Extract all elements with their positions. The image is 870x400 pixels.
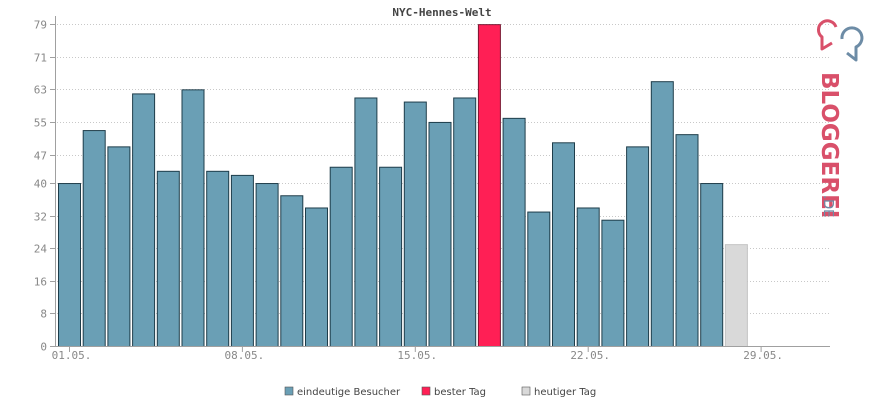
bloggerei-logo-wordmark: BLOGGEREI — [816, 72, 842, 218]
x-tick-label: 01.05. — [52, 349, 92, 362]
y-tick-label: 16 — [34, 276, 47, 289]
x-tick-label: 29.05. — [743, 349, 783, 362]
bar — [58, 183, 81, 347]
axes — [55, 16, 830, 347]
bar — [626, 146, 650, 347]
bar — [724, 244, 748, 347]
y-tick-label: 55 — [34, 117, 47, 130]
y-tick-label: 8 — [40, 308, 47, 321]
bar — [329, 166, 353, 347]
bloggerei-logo-suffix: .DE — [820, 195, 835, 217]
legend-label: heutiger Tag — [534, 387, 596, 398]
bar — [477, 24, 501, 347]
bar — [255, 183, 279, 347]
bar — [650, 81, 674, 348]
y-tick-labels: 0 8 16 24 32 40 47 55 63 71 79 — [34, 19, 48, 354]
bar — [354, 97, 378, 348]
bar — [280, 195, 304, 347]
bar — [156, 170, 180, 347]
y-tick-label: 32 — [34, 211, 47, 224]
bar — [428, 121, 452, 348]
legend-swatch — [421, 386, 431, 396]
bar — [107, 146, 131, 347]
chart-title: NYC-Hennes-Welt — [392, 6, 491, 19]
y-tick-label: 79 — [34, 19, 47, 32]
bars — [58, 24, 748, 348]
y-tick-label: 71 — [34, 52, 47, 65]
x-tick-label: 08.05. — [225, 349, 265, 362]
y-tick-label: 47 — [34, 150, 47, 163]
y-tick-label: 40 — [34, 178, 47, 191]
bar — [132, 93, 156, 347]
bar — [576, 207, 600, 347]
gridlines — [50, 24, 830, 347]
bar — [601, 219, 625, 347]
x-tick-labels: 01.05. 08.05. 15.05. 22.05. 29.05. — [52, 347, 783, 362]
legend: eindeutige Besucher bester Tag heutiger Ta… — [284, 386, 596, 398]
legend-swatch — [521, 386, 531, 396]
bloggerei-logo: BLOGGEREI .DE — [816, 19, 864, 218]
bar — [502, 117, 526, 347]
bloggerei-logo-mark — [817, 19, 864, 62]
bar — [181, 89, 205, 347]
bar — [675, 134, 699, 347]
bar — [527, 211, 551, 347]
bar — [403, 101, 427, 347]
bar — [552, 142, 575, 347]
x-tick-label: 15.05. — [397, 349, 437, 362]
bar — [453, 97, 477, 348]
y-tick-label: 0 — [40, 341, 47, 354]
y-tick-label: 24 — [34, 243, 48, 256]
bar — [206, 170, 230, 347]
legend-swatch — [284, 386, 294, 396]
legend-label: eindeutige Besucher — [297, 387, 401, 398]
bar — [82, 130, 106, 347]
bar — [230, 174, 254, 347]
bar — [305, 207, 328, 347]
y-tick-label: 63 — [34, 84, 47, 97]
legend-label: bester Tag — [434, 387, 486, 398]
x-tick-label: 22.05. — [570, 349, 610, 362]
bar — [379, 166, 403, 347]
bar — [700, 183, 724, 347]
